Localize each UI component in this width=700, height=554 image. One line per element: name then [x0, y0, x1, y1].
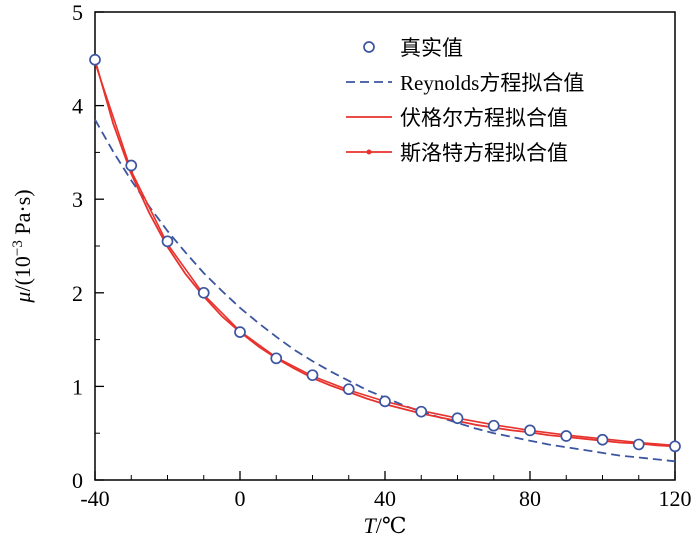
data-point-marker — [379, 395, 391, 408]
data-point-marker — [451, 412, 464, 425]
legend-label: Reynolds方程拟合值 — [400, 71, 584, 95]
y-axis-exponent: −3 — [10, 240, 26, 256]
data-point-marker — [197, 286, 210, 299]
x-tick-label: 120 — [659, 486, 692, 511]
legend-item-1: Reynolds方程拟合值 — [346, 71, 584, 95]
data-point-marker — [234, 326, 246, 338]
y-tick-label: 0 — [72, 468, 83, 493]
y-tick-label: 2 — [72, 281, 83, 306]
legend-label: 伏格尔方程拟合值 — [400, 106, 568, 130]
data-point-marker — [560, 430, 573, 442]
legend-label: 真实值 — [400, 36, 463, 60]
x-axis-symbol: T — [364, 513, 378, 538]
legend-item-2: 伏格尔方程拟合值 — [346, 106, 568, 130]
y-axis-label: μ/(10−3 Pa·s) — [10, 189, 35, 303]
y-axis-mid: /(10 — [10, 256, 35, 291]
y-tick-label: 1 — [72, 374, 83, 399]
data-point-marker — [669, 440, 681, 453]
x-tick-label: -40 — [80, 486, 109, 511]
legend-item-0: 真实值 — [363, 36, 463, 60]
y-axis-unit: Pa·s) — [10, 189, 35, 240]
y-axis-symbol: μ — [10, 292, 35, 304]
legend-marker-circle — [363, 41, 375, 53]
legend-item-3: 斯洛特方程拟合值 — [346, 141, 568, 165]
x-tick-label: 40 — [374, 486, 396, 511]
legend-sample-dot — [366, 149, 372, 155]
y-tick-label: 4 — [72, 94, 83, 119]
legend-label: 斯洛特方程拟合值 — [400, 141, 568, 165]
y-tick-label: 5 — [72, 0, 83, 25]
data-point-marker — [161, 235, 174, 248]
x-axis-label: T/℃ — [364, 513, 407, 538]
data-point-marker — [524, 424, 536, 437]
data-point-marker — [632, 438, 645, 451]
x-tick-label: 0 — [235, 486, 246, 511]
x-tick-label: 80 — [519, 486, 541, 511]
data-point-marker — [596, 433, 609, 446]
data-point-marker — [342, 383, 355, 396]
data-point-marker — [415, 405, 428, 418]
data-point-marker — [306, 369, 319, 382]
data-point-marker — [487, 419, 500, 432]
data-point-marker — [270, 352, 283, 365]
x-axis-unit: /℃ — [376, 513, 407, 538]
y-tick-label: 3 — [72, 187, 83, 212]
data-point-marker — [125, 159, 138, 172]
data-point-marker — [89, 53, 101, 66]
